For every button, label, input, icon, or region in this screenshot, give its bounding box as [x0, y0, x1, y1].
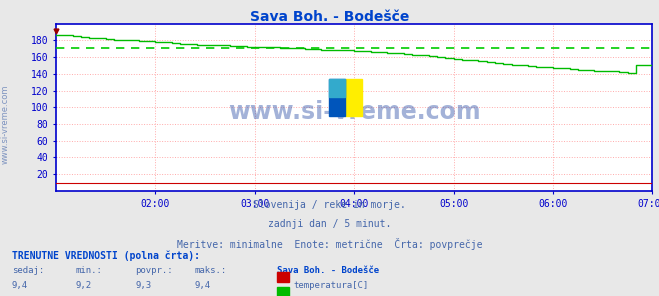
Bar: [345, 79, 362, 116]
Text: 9,4: 9,4: [12, 281, 28, 290]
Text: Meritve: minimalne  Enote: metrične  Črta: povprečje: Meritve: minimalne Enote: metrične Črta:…: [177, 238, 482, 250]
Text: maks.:: maks.:: [194, 266, 227, 274]
Bar: [329, 79, 345, 97]
Text: povpr.:: povpr.:: [135, 266, 173, 274]
Text: temperatura[C]: temperatura[C]: [294, 281, 369, 290]
Text: zadnji dan / 5 minut.: zadnji dan / 5 minut.: [268, 219, 391, 229]
Text: sedaj:: sedaj:: [12, 266, 44, 274]
Text: www.si-vreme.com: www.si-vreme.com: [1, 85, 10, 164]
Text: Sava Boh. - Bodešče: Sava Boh. - Bodešče: [250, 10, 409, 24]
Text: TRENUTNE VREDNOSTI (polna črta):: TRENUTNE VREDNOSTI (polna črta):: [12, 250, 200, 260]
Text: www.si-vreme.com: www.si-vreme.com: [228, 100, 480, 124]
Text: 9,2: 9,2: [76, 281, 92, 290]
Text: 9,3: 9,3: [135, 281, 151, 290]
Bar: [329, 79, 345, 116]
Text: Slovenija / reke in morje.: Slovenija / reke in morje.: [253, 200, 406, 210]
Text: Sava Boh. - Bodešče: Sava Boh. - Bodešče: [277, 266, 379, 274]
Text: 9,4: 9,4: [194, 281, 210, 290]
Text: min.:: min.:: [76, 266, 103, 274]
